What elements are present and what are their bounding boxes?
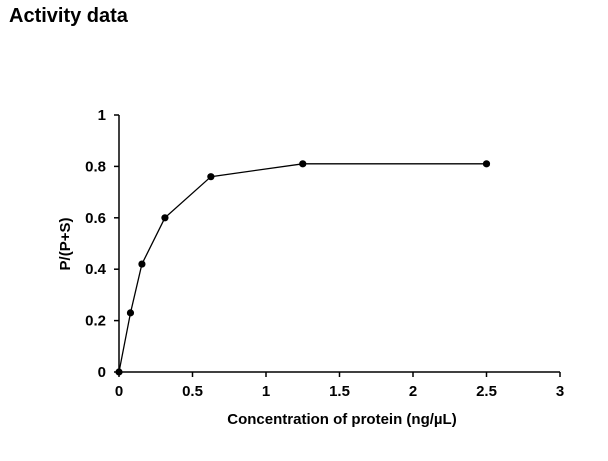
x-tick-label: 3	[556, 383, 564, 400]
chart-axes	[118, 115, 560, 373]
page-title: Activity data	[9, 5, 128, 27]
y-tick-label: 1	[98, 107, 106, 124]
series-line	[118, 163, 487, 373]
y-tick-label: 0.4	[85, 261, 107, 278]
data-point	[299, 160, 307, 168]
data-point	[482, 160, 491, 168]
x-tick-label: 2	[409, 383, 417, 400]
chart-ticks: 0 0.2 0.4 0.6 0.8 1 0 0.5 1 1.5 2 2.5 3	[85, 107, 564, 400]
x-tick-label: 1	[262, 383, 270, 400]
y-tick-label: 0.8	[85, 158, 106, 175]
chart-plot-area	[115, 160, 491, 376]
y-tick-label: 0.2	[85, 313, 106, 330]
x-tick-label: 2.5	[476, 383, 497, 400]
y-tick-label: 0.6	[85, 210, 106, 227]
y-tick-label: 0	[98, 364, 106, 381]
x-axis-label: Concentration of protein (ng/µL)	[227, 411, 456, 428]
x-tick-label: 1.5	[329, 383, 350, 400]
data-point	[115, 368, 123, 376]
x-tick-label: 0.5	[182, 383, 203, 400]
data-point	[138, 260, 146, 268]
y-axis-label: P/(P+S)	[57, 218, 74, 271]
x-tick-label: 0	[115, 383, 123, 400]
data-point	[207, 173, 215, 181]
data-point	[126, 309, 135, 317]
data-point	[161, 214, 169, 222]
